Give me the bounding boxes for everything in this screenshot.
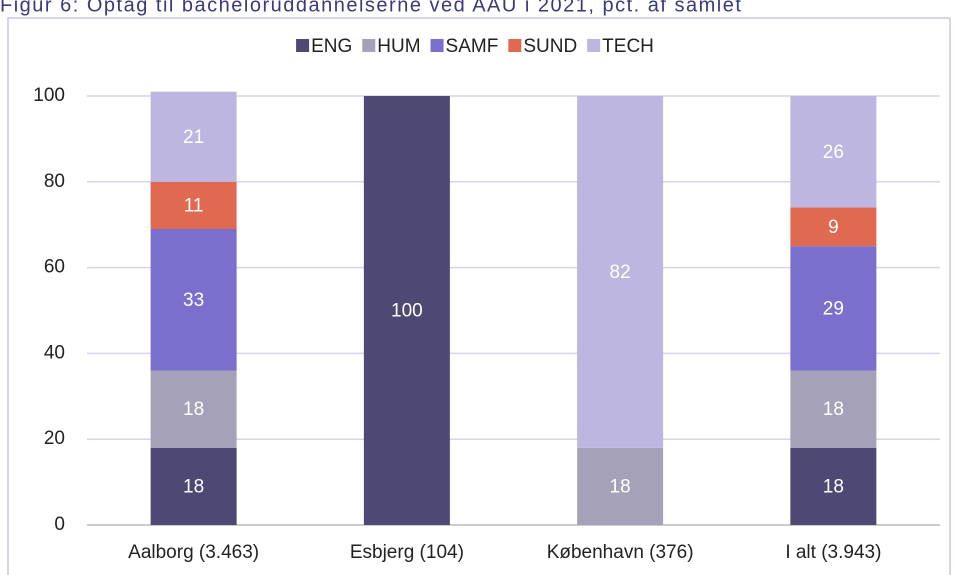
data-label: 18 bbox=[183, 476, 204, 497]
data-label: 18 bbox=[823, 476, 844, 497]
legend-label: TECH bbox=[602, 36, 654, 57]
y-tick-label: 80 bbox=[44, 171, 65, 192]
y-tick-label: 60 bbox=[44, 257, 65, 278]
data-label: 18 bbox=[823, 399, 844, 420]
bar-segment bbox=[150, 370, 237, 448]
data-label: 9 bbox=[828, 217, 839, 238]
bar-segment bbox=[790, 447, 877, 525]
legend-swatch bbox=[362, 39, 376, 52]
legend-swatch bbox=[430, 39, 444, 52]
data-label: 18 bbox=[183, 399, 204, 420]
legend-swatch bbox=[508, 39, 522, 52]
bar-segment bbox=[790, 96, 877, 208]
bar-segment bbox=[150, 181, 237, 229]
y-tick-label: 0 bbox=[54, 514, 65, 535]
y-tick-label: 40 bbox=[44, 342, 65, 363]
y-tick-label: 20 bbox=[44, 428, 65, 449]
legend-label: SUND bbox=[523, 36, 577, 57]
chart-title: Figur 6: Optag til bacheloruddannelserne… bbox=[0, 0, 742, 16]
x-tick-label: I alt (3.943) bbox=[785, 542, 881, 563]
legend-label: SAMF bbox=[446, 36, 499, 57]
data-label: 29 bbox=[823, 298, 844, 319]
bar-segment bbox=[577, 96, 664, 448]
x-tick-label: Esbjerg (104) bbox=[350, 542, 464, 563]
data-label: 18 bbox=[610, 476, 631, 497]
bar-segment bbox=[790, 370, 877, 448]
data-label: 33 bbox=[183, 290, 204, 311]
bar-segment bbox=[150, 447, 237, 525]
data-label: 21 bbox=[183, 127, 204, 148]
data-label: 100 bbox=[391, 301, 423, 322]
bar-segment bbox=[790, 207, 877, 247]
bar-segment bbox=[363, 96, 450, 525]
x-tick-label: Aalborg (3.463) bbox=[128, 542, 259, 563]
bar-segment bbox=[790, 246, 877, 371]
bar-segment bbox=[150, 228, 237, 371]
bar-segment bbox=[577, 447, 664, 525]
x-tick-label: København (376) bbox=[547, 542, 694, 563]
data-label: 11 bbox=[184, 195, 204, 216]
legend-label: HUM bbox=[377, 36, 420, 57]
data-label: 82 bbox=[610, 262, 631, 283]
data-label: 26 bbox=[823, 142, 844, 163]
legend-swatch bbox=[587, 39, 601, 52]
y-tick-label: 100 bbox=[33, 85, 65, 106]
legend-swatch bbox=[296, 39, 310, 52]
legend-label: ENG bbox=[311, 36, 352, 57]
bar-segment bbox=[150, 91, 237, 182]
